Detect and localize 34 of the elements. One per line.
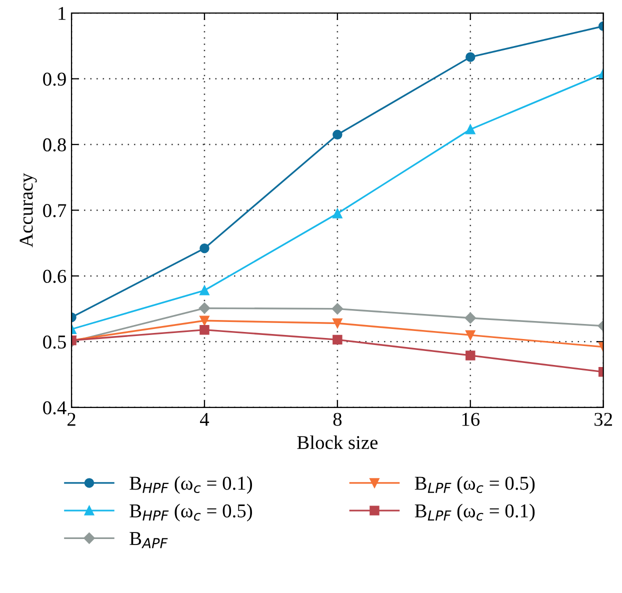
point: [332, 318, 342, 328]
point: [464, 312, 476, 324]
point: [466, 330, 476, 340]
point: [332, 303, 344, 314]
x-tick-label: 32: [594, 412, 612, 426]
x-axis-title: Block size: [297, 435, 378, 450]
legend-label: B$_{LPF}$ (ω$_{c}$ = 0.1): [414, 504, 535, 522]
point: [200, 243, 210, 254]
point: [332, 208, 342, 218]
point: [466, 350, 476, 360]
point: [200, 324, 210, 335]
x-tick-label: 8: [333, 412, 342, 426]
point: [466, 52, 476, 62]
legend-label: B$_{HPF}$ (ω$_{c}$ = 0.5): [130, 504, 252, 522]
y-tick-label: 0.5: [43, 335, 66, 349]
y-tick-label: 0.9: [43, 72, 66, 86]
point: [332, 334, 342, 345]
legend-label: B$_{HPF}$ (ω$_{c}$ = 0.1): [130, 476, 252, 494]
point: [332, 130, 342, 140]
point: [198, 302, 210, 314]
y-axis-title: Accuracy: [20, 173, 37, 248]
legend-label: B$_{APF}$: [130, 532, 168, 548]
y-tick-label: 0.7: [43, 204, 66, 218]
point: [200, 286, 210, 296]
x-tick-label: 2: [68, 412, 76, 426]
x-tick-label: 4: [200, 412, 210, 426]
y-tick-label: 0.4: [43, 401, 66, 414]
y-tick-label: 0.6: [43, 270, 66, 283]
legend-label: B$_{LPF}$ (ω$_{c}$ = 0.5): [414, 476, 535, 494]
point: [466, 124, 476, 134]
point: [200, 316, 210, 326]
x-tick-label: 16: [462, 412, 480, 426]
y-tick-label: 1: [58, 6, 66, 20]
y-tick-label: 0.8: [43, 138, 66, 152]
